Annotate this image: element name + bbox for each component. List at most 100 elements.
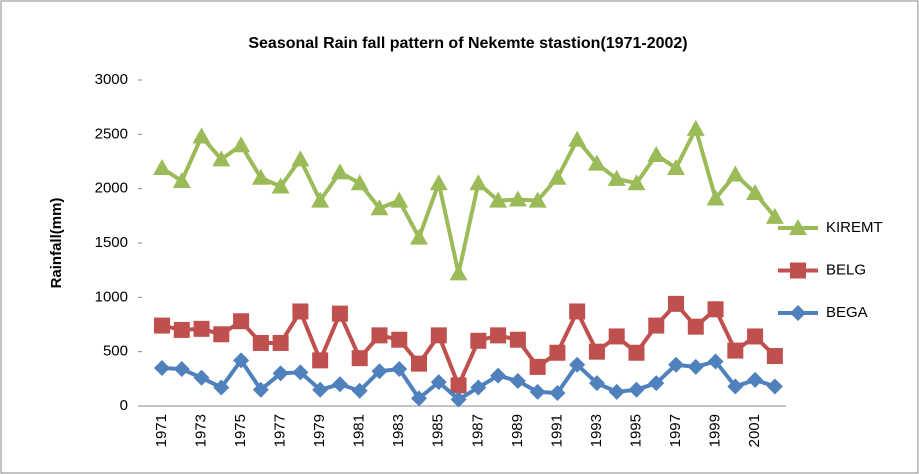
point [371, 327, 388, 344]
point [529, 383, 546, 400]
point [668, 295, 685, 312]
x-tick-label: 1989 [509, 414, 526, 447]
x-tick-label: 1997 [667, 414, 684, 447]
point [766, 348, 783, 365]
point [370, 199, 389, 216]
point [628, 344, 645, 361]
point [213, 326, 230, 343]
point [213, 379, 230, 396]
point [172, 172, 191, 189]
point [469, 174, 488, 191]
point [470, 379, 487, 396]
point [351, 350, 368, 367]
point [746, 184, 765, 201]
point [193, 320, 210, 337]
point [789, 219, 807, 235]
point [371, 363, 388, 380]
point [549, 344, 566, 361]
x-tick-label: 1983 [390, 414, 407, 447]
point [430, 327, 447, 344]
point [647, 145, 666, 162]
y-tick-label: 2000 [95, 180, 128, 197]
point [587, 154, 606, 171]
x-tick-label: 1971 [153, 414, 170, 447]
point [529, 358, 546, 375]
y-tick-label: 3000 [95, 71, 128, 88]
point [410, 228, 429, 245]
x-tick-label: 2001 [746, 414, 763, 447]
point [251, 168, 270, 185]
point [292, 303, 309, 320]
y-tick-label: 0 [120, 397, 128, 414]
chart-title: Seasonal Rain fall pattern of Nekemte st… [248, 35, 687, 52]
point [509, 331, 526, 348]
point [232, 136, 251, 153]
point [528, 191, 547, 208]
point [548, 168, 567, 185]
y-axis-label: Rainfall(mm) [48, 198, 65, 289]
x-tick-label: 1979 [311, 414, 328, 447]
y-tick-label: 500 [103, 343, 128, 360]
y-tick-label: 1500 [95, 234, 128, 251]
point [233, 352, 250, 369]
point [726, 165, 745, 182]
point [390, 191, 409, 208]
point [766, 378, 783, 395]
point [391, 331, 408, 348]
point [628, 381, 645, 398]
x-tick-label: 1981 [351, 414, 368, 447]
point [430, 374, 447, 391]
x-tick-label: 1993 [588, 414, 605, 447]
point [154, 317, 170, 334]
x-tick-label: 1985 [430, 414, 447, 447]
point [687, 358, 704, 375]
y-tick-label: 1000 [95, 288, 128, 305]
point [747, 328, 764, 345]
point [153, 159, 171, 176]
point [291, 150, 310, 167]
point [233, 313, 250, 330]
x-tick-label: 1991 [548, 414, 565, 447]
point [331, 376, 348, 393]
point [687, 318, 704, 335]
point [607, 169, 626, 186]
point [450, 377, 467, 394]
point [588, 375, 605, 392]
point [707, 353, 724, 370]
x-tick-label: 1973 [193, 414, 210, 447]
x-tick-label: 1977 [272, 414, 289, 447]
point [608, 383, 625, 400]
point [429, 174, 448, 191]
point [765, 207, 784, 224]
point [193, 369, 210, 386]
point [154, 359, 170, 376]
point [568, 130, 587, 147]
point [706, 189, 725, 206]
point [588, 343, 605, 360]
legend-label: BEGA [826, 304, 868, 321]
x-tick-label: 1999 [707, 414, 724, 447]
point [747, 371, 764, 388]
point [509, 373, 526, 390]
point [411, 355, 428, 372]
x-tick-label: 1987 [469, 414, 486, 447]
point [489, 191, 508, 208]
point [272, 334, 289, 351]
point [569, 356, 586, 373]
point [173, 361, 190, 378]
point [173, 321, 190, 338]
legend-label: KIREMT [826, 219, 883, 236]
point [790, 305, 806, 321]
point [648, 375, 665, 392]
point [470, 332, 487, 349]
point [608, 328, 625, 345]
point [212, 150, 231, 167]
point [350, 174, 369, 191]
point [790, 262, 806, 279]
point [648, 317, 665, 334]
point [686, 119, 705, 136]
point [330, 163, 349, 180]
point [292, 364, 309, 381]
x-tick-label: 1975 [232, 414, 249, 447]
